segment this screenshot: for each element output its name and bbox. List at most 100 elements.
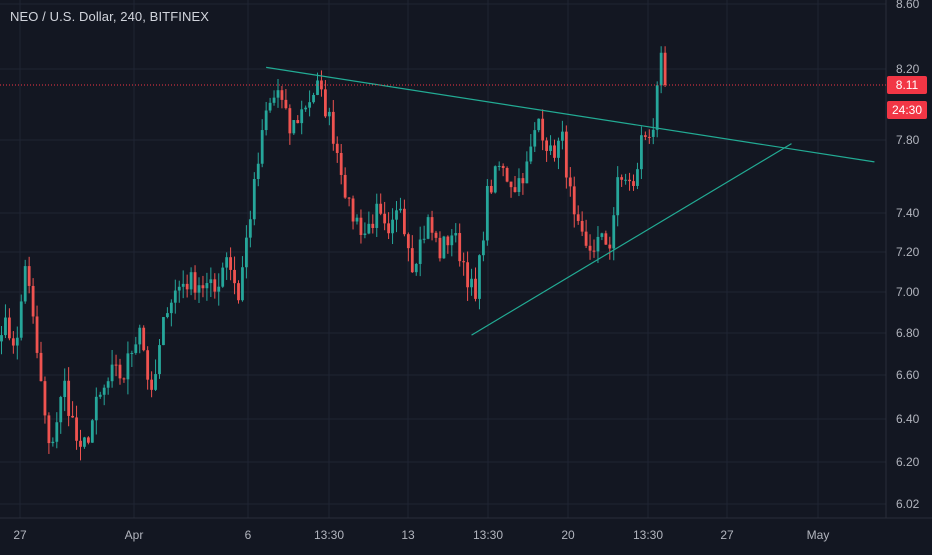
trendlines[interactable] xyxy=(266,66,875,336)
candle-body xyxy=(276,90,280,98)
trendline-upper[interactable] xyxy=(266,66,875,163)
candle-body xyxy=(31,285,35,317)
candle-body xyxy=(478,255,481,299)
x-tick-label: 13 xyxy=(401,528,415,542)
candle-body xyxy=(616,177,620,216)
candle-body xyxy=(347,197,351,199)
candle-body xyxy=(225,257,229,268)
candle-body xyxy=(640,135,643,170)
candle-body xyxy=(8,317,11,339)
x-tick-label: Apr xyxy=(125,528,144,542)
candle-body xyxy=(122,378,126,380)
candle-body xyxy=(300,109,304,124)
candle-body xyxy=(545,140,548,151)
candle-body xyxy=(106,381,110,388)
candle-body xyxy=(98,394,102,397)
candle-body xyxy=(90,420,94,443)
candle-body xyxy=(197,285,201,293)
candle-body xyxy=(35,316,39,353)
candle-body xyxy=(501,165,505,169)
trendline-lower[interactable] xyxy=(471,143,792,336)
candle-body xyxy=(659,52,663,86)
candle-body xyxy=(229,257,232,270)
candle-body xyxy=(541,118,545,141)
candle-body xyxy=(474,278,477,299)
candle-body xyxy=(43,381,47,416)
x-tick-label: May xyxy=(807,528,830,542)
candle-body xyxy=(351,198,355,222)
x-tick-label: 27 xyxy=(720,528,734,542)
candle-body xyxy=(557,140,560,158)
candle-body xyxy=(15,337,19,346)
x-tick-label: 27 xyxy=(13,528,27,542)
candle-body xyxy=(383,213,387,224)
y-tick-label: 6.02 xyxy=(896,497,920,511)
candle-body xyxy=(525,161,529,184)
candle-body xyxy=(237,283,240,301)
candle-body xyxy=(604,233,608,245)
candle-body xyxy=(663,52,667,85)
candle-body xyxy=(102,387,106,395)
candle-body xyxy=(343,174,347,198)
candle-body xyxy=(470,278,473,288)
candle-body xyxy=(450,235,454,246)
candle-body xyxy=(55,422,59,442)
candle-body xyxy=(592,250,596,252)
x-tick-label: 13:30 xyxy=(473,528,503,542)
candle-body xyxy=(331,111,335,144)
candle-body xyxy=(395,210,398,220)
y-tick-label: 7.80 xyxy=(896,133,920,147)
candle-body xyxy=(67,380,71,416)
y-tick-label: 7.20 xyxy=(896,245,920,259)
candle-body xyxy=(509,181,513,188)
x-tick-label: 20 xyxy=(561,528,575,542)
x-tick-label: 13:30 xyxy=(633,528,663,542)
candle-body xyxy=(564,131,568,178)
candle-body xyxy=(588,245,592,251)
candle-body xyxy=(23,266,27,302)
candle-body xyxy=(422,238,426,240)
candle-body xyxy=(485,185,489,241)
y-tick-label: 8.60 xyxy=(896,0,920,11)
candle-body xyxy=(205,283,209,289)
candle-body xyxy=(454,233,458,236)
candle-body xyxy=(517,178,521,192)
candle-body xyxy=(410,248,414,273)
x-tick-label: 13:30 xyxy=(314,528,344,542)
candle-body xyxy=(335,143,339,153)
candle-body xyxy=(466,262,469,288)
candle-body xyxy=(59,397,63,423)
candle-body xyxy=(612,215,616,249)
candle-body xyxy=(288,108,292,134)
candle-body xyxy=(114,364,118,366)
candle-body xyxy=(11,338,15,346)
candle-body xyxy=(118,364,122,379)
candle-body xyxy=(138,327,142,345)
candle-body xyxy=(513,187,517,192)
candle-body xyxy=(355,217,359,222)
x-tick-label: 6 xyxy=(245,528,252,542)
candle-body xyxy=(576,214,580,221)
y-tick-label: 6.40 xyxy=(896,412,920,426)
y-tick-label: 8.20 xyxy=(896,62,920,76)
chart-title: NEO / U.S. Dollar, 240, BITFINEX xyxy=(10,9,209,24)
candle-body xyxy=(418,239,422,264)
candle-body xyxy=(268,102,272,111)
y-tick-label: 7.40 xyxy=(896,206,920,220)
candle-body xyxy=(0,335,3,342)
candle-body xyxy=(647,136,651,138)
candle-body xyxy=(181,283,185,287)
candle-body xyxy=(308,102,311,108)
candle-body xyxy=(367,223,371,234)
candle-body xyxy=(39,352,43,382)
candle-body xyxy=(296,120,300,124)
candle-body xyxy=(359,217,363,235)
y-tick-label: 7.00 xyxy=(896,285,920,299)
candle-body xyxy=(387,223,390,234)
candle-body xyxy=(83,437,86,447)
candle-body xyxy=(489,185,493,193)
candle-body xyxy=(264,110,268,131)
candle-body xyxy=(572,186,576,215)
